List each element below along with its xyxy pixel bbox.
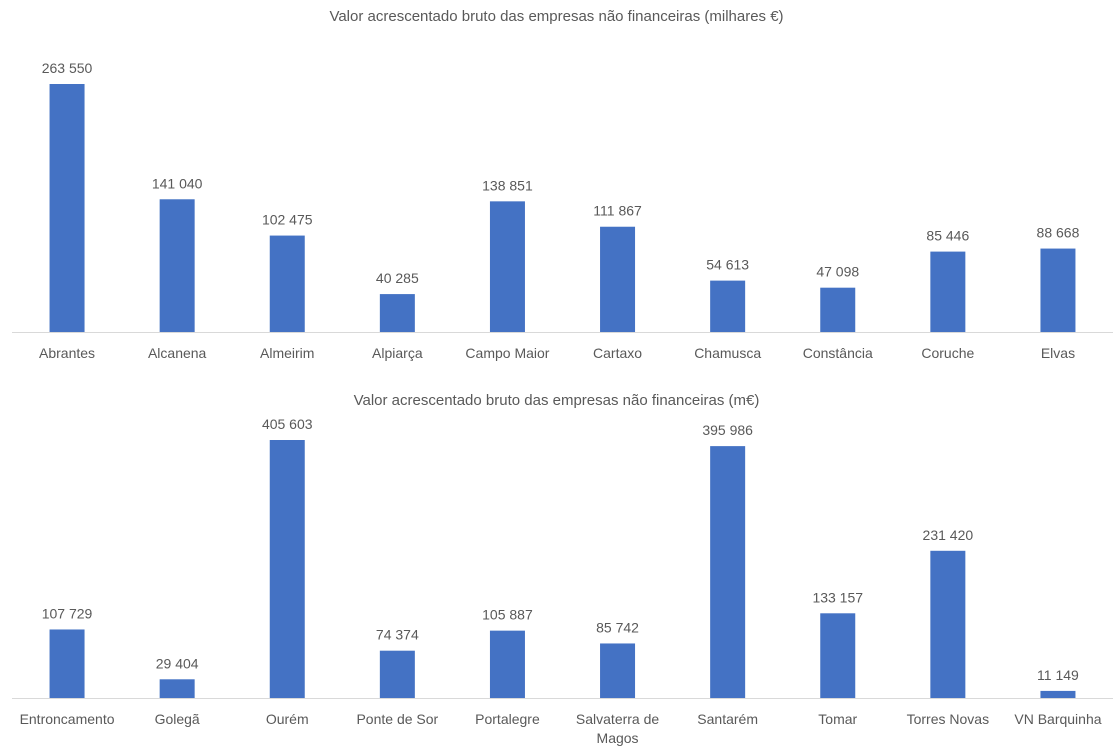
x-tick-label: Salvaterra de Magos (576, 711, 659, 746)
data-label: 40 285 (376, 270, 419, 286)
bar (710, 446, 746, 698)
x-tick-label: Torres Novas (907, 711, 989, 727)
x-tick-label: Coruche (921, 345, 974, 361)
bar (930, 550, 966, 698)
x-tick-label: Golegã (155, 711, 200, 727)
data-label: 85 742 (596, 619, 639, 635)
data-label: 105 887 (482, 607, 533, 623)
bar (710, 280, 746, 332)
chart-top: Valor acrescentado bruto das empresas nã… (0, 0, 1113, 372)
data-label: 107 729 (42, 605, 93, 621)
data-label: 102 475 (262, 212, 313, 228)
x-tick-label: VN Barquinha (1014, 711, 1101, 727)
bar (600, 643, 636, 698)
chart-title: Valor acrescentado bruto das empresas nã… (353, 392, 760, 409)
data-label: 88 668 (1037, 225, 1080, 241)
bar (820, 613, 856, 698)
data-label: 74 374 (376, 627, 419, 643)
bar (930, 251, 966, 332)
x-tick-label: Abrantes (39, 345, 95, 361)
x-tick-label: Alpiarça (372, 345, 423, 361)
bar (49, 84, 85, 332)
data-label: 395 986 (702, 422, 753, 438)
data-label: 263 550 (42, 60, 93, 76)
chart-bottom: Valor acrescentado bruto das empresas nã… (0, 380, 1113, 749)
data-label: 85 446 (926, 228, 969, 244)
bar-plot-area: 263 550 Abrantes 141 040 Alcanena 102 475 Alm… (12, 60, 1113, 361)
data-label: 29 404 (156, 655, 199, 671)
data-label: 405 603 (262, 416, 313, 432)
bar (600, 226, 636, 332)
bar (379, 650, 415, 698)
bar (489, 201, 525, 332)
data-label: 138 851 (482, 177, 533, 193)
bar (489, 630, 525, 698)
bar (1040, 248, 1076, 332)
x-tick-label: Santarém (697, 711, 758, 727)
data-label: 133 157 (812, 589, 863, 605)
x-tick-label: Tomar (818, 711, 857, 727)
data-label: 11 149 (1037, 667, 1079, 683)
x-tick-label: Portalegre (475, 711, 540, 727)
x-tick-label: Chamusca (694, 345, 761, 361)
x-tick-label: Almeirim (260, 345, 314, 361)
bar (269, 440, 305, 698)
bar (159, 199, 195, 332)
x-tick-label: Alcanena (148, 345, 207, 361)
x-tick-label: Ponte de Sor (356, 711, 438, 727)
bar (1040, 690, 1076, 698)
data-label: 231 420 (923, 527, 974, 543)
x-tick-label: Elvas (1041, 345, 1075, 361)
x-tick-label: Constância (803, 345, 873, 361)
x-tick-label: Entroncamento (20, 711, 115, 727)
data-label: 111 867 (593, 203, 642, 219)
x-tick-label: Ourém (266, 711, 309, 727)
bar (159, 679, 195, 698)
bar (269, 235, 305, 332)
bar (820, 287, 856, 332)
data-label: 141 040 (152, 175, 203, 191)
bar-plot-area: 107 729 Entroncamento 29 404 Golegã 405 603 O… (12, 416, 1113, 746)
chart-title: Valor acrescentado bruto das empresas nã… (329, 8, 784, 25)
bar (49, 629, 85, 698)
data-label: 54 613 (706, 257, 749, 273)
bar (379, 294, 415, 332)
x-tick-label: Cartaxo (593, 345, 642, 361)
data-label: 47 098 (816, 264, 859, 280)
x-tick-label: Campo Maior (465, 345, 549, 361)
